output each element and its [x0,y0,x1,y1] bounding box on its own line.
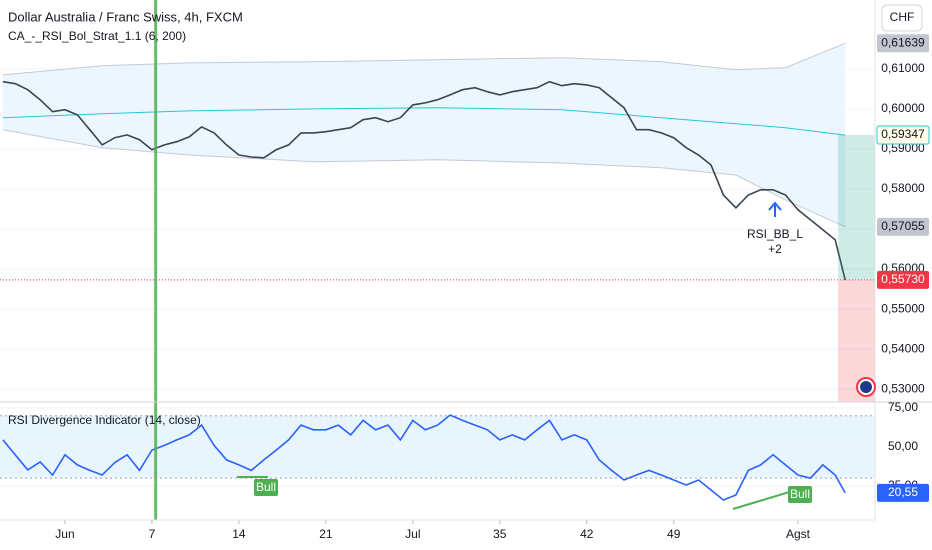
price-label-box [877,217,929,236]
price-label: 0,57055 [881,219,925,233]
x-tick-label: Agst [786,527,811,541]
currency-button[interactable] [881,4,923,32]
x-tick-label: 7 [149,527,156,541]
price-label-box [876,125,930,145]
bull-badge [254,479,278,496]
x-tick-label: 21 [319,527,333,541]
flag-icon-inner [860,381,872,393]
overlays [0,0,875,520]
series-line [2,80,846,281]
price-label: 20,55 [888,485,918,499]
series-line [2,414,846,501]
signal-arrow [768,201,782,217]
bull-badge [788,486,812,503]
bull-label: Bull [256,480,276,494]
price-label: 0,59347 [881,127,925,141]
x-tick-label: 35 [493,527,507,541]
target-zone [838,135,875,280]
y-tick-label: 0,60000 [881,101,925,115]
price-label: 0,61639 [881,35,925,49]
price-label-box [877,483,929,502]
x-tick-label: Jun [55,527,74,541]
price-label: 0,55730 [881,272,925,286]
bull-label: Bull [790,487,810,501]
rsi-title: RSI Divergence Indicator (14, close) [8,413,201,427]
price-label-box [877,270,929,289]
series-line [2,107,846,136]
y-tick-label: 0,54000 [881,341,925,355]
price-label-box [877,34,929,53]
price-labels: 0,530000,540000,550000,560000,570000,580… [876,34,930,502]
y-tick-label: 0,55000 [881,301,925,315]
y-tick-label: 0,58000 [881,181,925,195]
plot-layer: Jun 7 14 21 Jul 35 42 49 Agst [0,0,875,541]
y-tick-label: 0,61000 [881,61,925,75]
x-tick-label: Jul [405,527,420,541]
y-tick-label: 50,00 [888,439,918,453]
y-tick-label: 0,53000 [881,381,925,395]
series-line [2,129,846,228]
band-fill [2,43,846,227]
y-tick-label: 75,00 [888,400,918,414]
signal-count: +2 [768,242,782,256]
x-tick-label: 49 [667,527,681,541]
signal-label: RSI_BB_L [747,227,803,241]
series-line [2,42,846,76]
y-tick-label: 0,59000 [881,141,925,155]
x-tick-label: 42 [580,527,594,541]
indicator-title: CA_-_RSI_Bol_Strat_1.1 (6, 200) [8,29,186,43]
currency-label: CHF [890,10,915,24]
x-tick-label: 14 [232,527,246,541]
chart-title: Dollar Australia / Franc Swiss, 4h, FXCM [8,9,243,24]
